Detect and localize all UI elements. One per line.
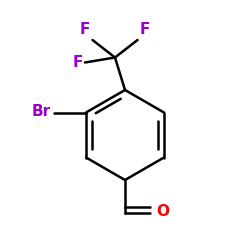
Text: O: O — [156, 204, 169, 220]
Text: F: F — [72, 55, 83, 70]
Text: Br: Br — [32, 104, 51, 120]
Text: F: F — [140, 22, 150, 38]
Text: F: F — [80, 22, 90, 38]
